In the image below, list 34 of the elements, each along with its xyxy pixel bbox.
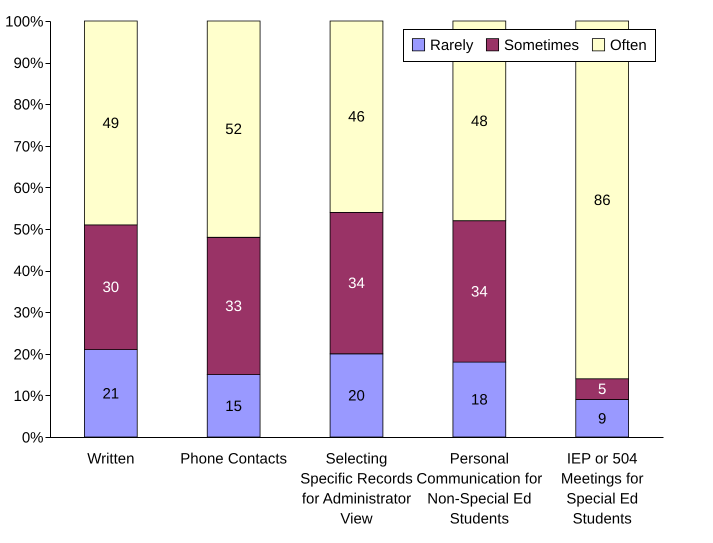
data-label: 48 — [471, 112, 488, 130]
data-label: 46 — [348, 108, 365, 126]
x-tick-label: Phone Contacts — [180, 450, 288, 468]
data-label: 86 — [594, 192, 611, 209]
y-tick-label: 100% — [5, 14, 44, 30]
data-label: 34 — [348, 275, 365, 292]
data-label: 15 — [225, 398, 242, 415]
y-tick-label: 80% — [13, 96, 44, 114]
y-tick-label: 70% — [13, 138, 44, 156]
y-tick-label: 40% — [13, 263, 44, 280]
legend-label: Often — [610, 36, 647, 54]
x-tick-label: Personal Communication for Non-Special Ed Students — [416, 450, 542, 528]
y-tick-label: 50% — [13, 222, 44, 238]
data-label: 20 — [348, 387, 365, 404]
y-tick-label: 60% — [13, 180, 44, 197]
data-label: 49 — [102, 114, 120, 132]
y-tick-label: 90% — [13, 55, 44, 72]
data-label: 21 — [102, 385, 120, 402]
y-tick-label: 30% — [13, 304, 44, 322]
data-label: 34 — [471, 283, 488, 300]
data-label: 52 — [225, 121, 242, 138]
y-tick-label: 10% — [13, 388, 44, 405]
x-tick-label: Written — [87, 450, 134, 468]
data-label: 18 — [471, 392, 488, 409]
x-tick-label: Selecting Specific Records for Administrator View — [300, 450, 413, 528]
legend-label: Sometimes — [504, 36, 580, 54]
x-tick-label: IEP or 504 Meetings for Special Ed Students — [560, 450, 644, 528]
data-label: 5 — [598, 381, 606, 398]
data-label: 30 — [102, 279, 120, 296]
y-tick-label: 0% — [22, 430, 44, 446]
data-label: 9 — [598, 410, 606, 428]
data-label: 33 — [225, 298, 242, 315]
legend-label: Rarely — [430, 36, 474, 54]
y-tick-label: 20% — [13, 346, 44, 364]
